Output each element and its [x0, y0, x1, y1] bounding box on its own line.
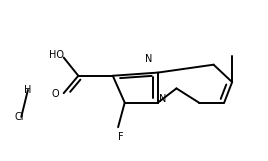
Text: N: N [159, 94, 167, 104]
Text: HO: HO [49, 50, 64, 60]
Text: N: N [145, 54, 152, 64]
Text: H: H [24, 85, 31, 95]
Text: F: F [118, 132, 124, 142]
Text: Cl: Cl [15, 112, 24, 122]
Text: O: O [51, 89, 59, 99]
